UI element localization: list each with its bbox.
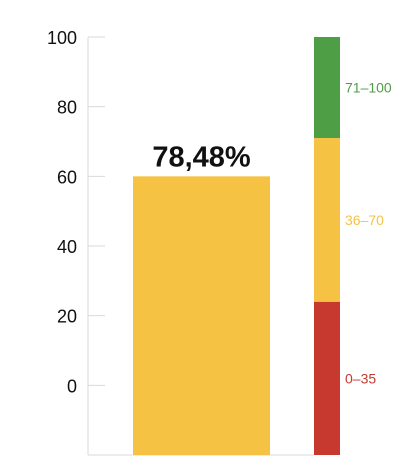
range-segment bbox=[314, 301, 340, 455]
y-tick-label: 20 bbox=[57, 307, 77, 327]
range-segment bbox=[314, 37, 340, 139]
value-label: 78,48% bbox=[152, 141, 251, 173]
y-tick-label: 40 bbox=[57, 237, 77, 257]
y-tick-label: 0 bbox=[67, 376, 77, 396]
value-bar bbox=[133, 176, 270, 456]
y-tick-label: 100 bbox=[47, 28, 77, 48]
y-tick-label: 80 bbox=[57, 98, 77, 118]
range-label: 0–35 bbox=[345, 370, 376, 386]
range-segment bbox=[314, 138, 340, 302]
y-tick-label: 60 bbox=[57, 167, 77, 187]
y-axis: 0 20 40 60 80 100 bbox=[47, 28, 314, 456]
bar-layer: 78,48% bbox=[133, 141, 270, 456]
range-label: 36–70 bbox=[345, 212, 384, 228]
range-scale: 0–35 36–70 71–100 bbox=[314, 37, 392, 455]
range-label: 71–100 bbox=[345, 80, 392, 96]
